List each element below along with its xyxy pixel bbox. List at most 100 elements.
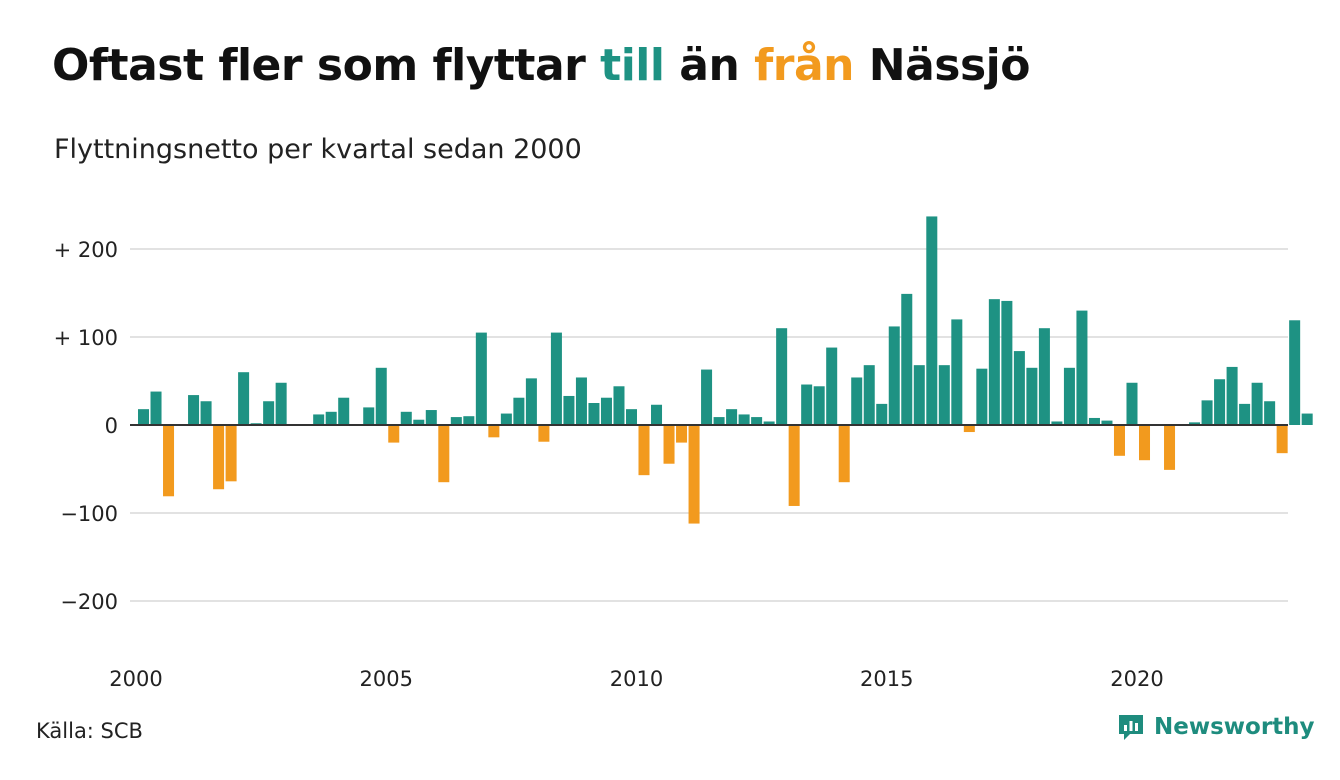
- bar: [1214, 379, 1226, 425]
- bar: [1001, 300, 1013, 425]
- title-positive-word: till: [600, 40, 665, 91]
- bar: [563, 395, 575, 425]
- bar: [475, 332, 487, 425]
- bar: [888, 326, 900, 425]
- bar: [213, 425, 225, 490]
- bar: [1289, 320, 1301, 425]
- bar: [1301, 413, 1313, 425]
- title-text-3: Nässjö: [853, 40, 1031, 91]
- bar: [1113, 425, 1125, 456]
- bar: [813, 386, 825, 425]
- bar: [713, 417, 725, 425]
- y-axis-labels: + 200 + 100 0 −100 −200: [54, 238, 118, 614]
- bar: [538, 425, 550, 442]
- bar: [188, 395, 200, 425]
- bar: [651, 404, 663, 425]
- bar: [963, 425, 975, 433]
- bar: [200, 401, 212, 425]
- bar: [1276, 425, 1288, 454]
- bar: [926, 216, 938, 425]
- bar: [525, 378, 537, 425]
- y-tick-label: + 200: [54, 238, 118, 262]
- x-tick-label: 2005: [360, 667, 413, 691]
- chart-title: Oftast fler som flyttar till än från Näs…: [52, 40, 1031, 91]
- bar: [338, 397, 350, 425]
- bar: [238, 372, 250, 425]
- bar: [938, 365, 950, 425]
- bar: [688, 425, 700, 524]
- bar: [638, 425, 650, 476]
- bar: [1101, 420, 1113, 425]
- bar: [438, 425, 450, 483]
- bar: [600, 397, 612, 425]
- bars: [130, 216, 1313, 524]
- bar: [375, 367, 387, 425]
- newsworthy-logo-icon: [1119, 715, 1143, 740]
- bar: [150, 391, 162, 425]
- bar: [225, 425, 237, 482]
- bar: [1239, 403, 1251, 425]
- brand-name: Newsworthy: [1154, 714, 1315, 740]
- bar: [138, 409, 150, 425]
- bar: [625, 409, 637, 425]
- bar: [425, 410, 437, 425]
- bar: [1201, 400, 1213, 425]
- bar: [951, 319, 963, 425]
- bar: [1164, 425, 1176, 470]
- bar: [325, 411, 337, 425]
- bar: [1139, 425, 1151, 461]
- x-tick-label: 2020: [1110, 667, 1163, 691]
- bar: [413, 419, 425, 425]
- brand-logo: Newsworthy: [1116, 712, 1315, 742]
- bar: [513, 397, 525, 425]
- x-axis-labels: 2000 2005 2010 2015 2020: [109, 667, 1163, 691]
- bar: [1063, 367, 1075, 425]
- bar: [1088, 417, 1100, 425]
- bar: [988, 299, 1000, 425]
- bar: [400, 411, 412, 425]
- bar: [851, 377, 863, 425]
- bar: [575, 377, 587, 425]
- bar: [663, 425, 675, 464]
- bar: [263, 401, 275, 425]
- bar: [676, 425, 688, 443]
- bar: [163, 425, 175, 497]
- bar: [1013, 351, 1025, 425]
- bar: [1026, 367, 1038, 425]
- bar: [826, 347, 838, 425]
- bar: [763, 421, 775, 425]
- bar: [1251, 382, 1263, 425]
- bar: [976, 368, 988, 425]
- bar: [1038, 328, 1050, 425]
- bar: [500, 413, 512, 425]
- bar: [1076, 310, 1088, 425]
- bar: [701, 369, 713, 425]
- y-tick-label: −200: [60, 590, 118, 614]
- bar: [1264, 401, 1276, 425]
- bar: [1126, 382, 1138, 425]
- bar: [901, 293, 913, 425]
- bar: [1226, 366, 1238, 425]
- gridlines: [130, 248, 1288, 602]
- bar: [313, 414, 325, 425]
- y-tick-label: −100: [60, 502, 118, 526]
- bar: [450, 417, 462, 425]
- bar: [863, 365, 875, 425]
- bar: [801, 384, 813, 425]
- bar: [463, 416, 475, 425]
- bar: [1189, 422, 1201, 425]
- bar: [738, 414, 750, 425]
- title-negative-word: från: [754, 40, 854, 91]
- title-text-1: Oftast fler som flyttar: [52, 40, 601, 91]
- y-tick-label: + 100: [54, 326, 118, 350]
- bar: [1051, 421, 1063, 425]
- source-note: Källa: SCB: [36, 719, 143, 743]
- bar: [776, 328, 788, 425]
- x-tick-label: 2015: [860, 667, 913, 691]
- bar: [488, 425, 500, 438]
- bar: [363, 407, 375, 425]
- y-tick-label: 0: [105, 414, 118, 438]
- bar: [876, 403, 888, 425]
- bar: [550, 332, 562, 425]
